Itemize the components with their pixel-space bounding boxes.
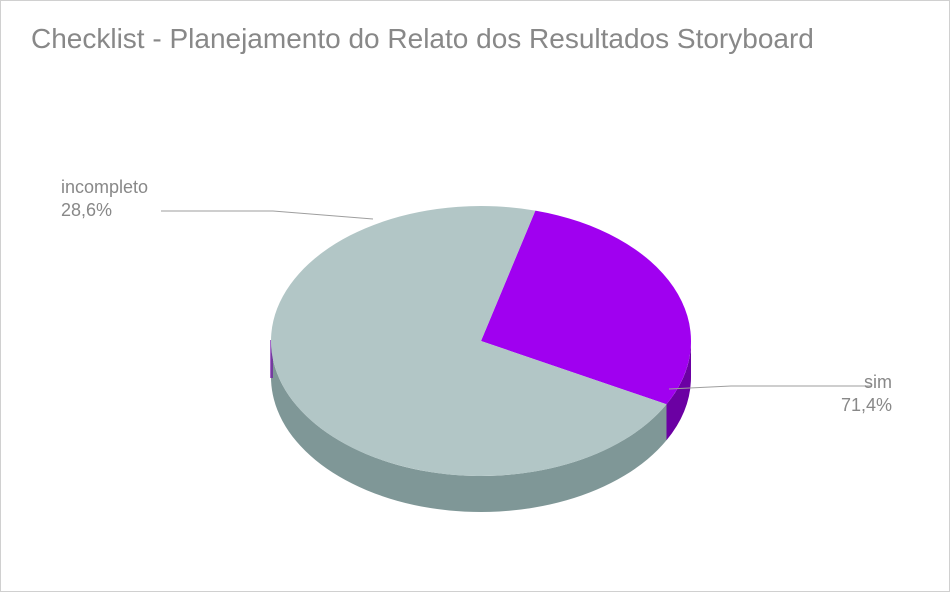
slice-label-incompleto-name: incompleto xyxy=(61,176,148,199)
slice-label-sim-pct: 71,4% xyxy=(841,394,892,417)
slice-label-incompleto-pct: 28,6% xyxy=(61,199,148,222)
chart-title: Checklist - Planejamento do Relato dos R… xyxy=(31,23,814,55)
slice-label-sim-name: sim xyxy=(841,371,892,394)
pie-chart: incompleto 28,6% sim 71,4% xyxy=(1,81,950,581)
slice-label-sim: sim 71,4% xyxy=(841,371,892,416)
pie-chart-svg xyxy=(1,81,950,581)
chart-frame: Checklist - Planejamento do Relato dos R… xyxy=(0,0,950,592)
slice-label-incompleto: incompleto 28,6% xyxy=(61,176,148,221)
